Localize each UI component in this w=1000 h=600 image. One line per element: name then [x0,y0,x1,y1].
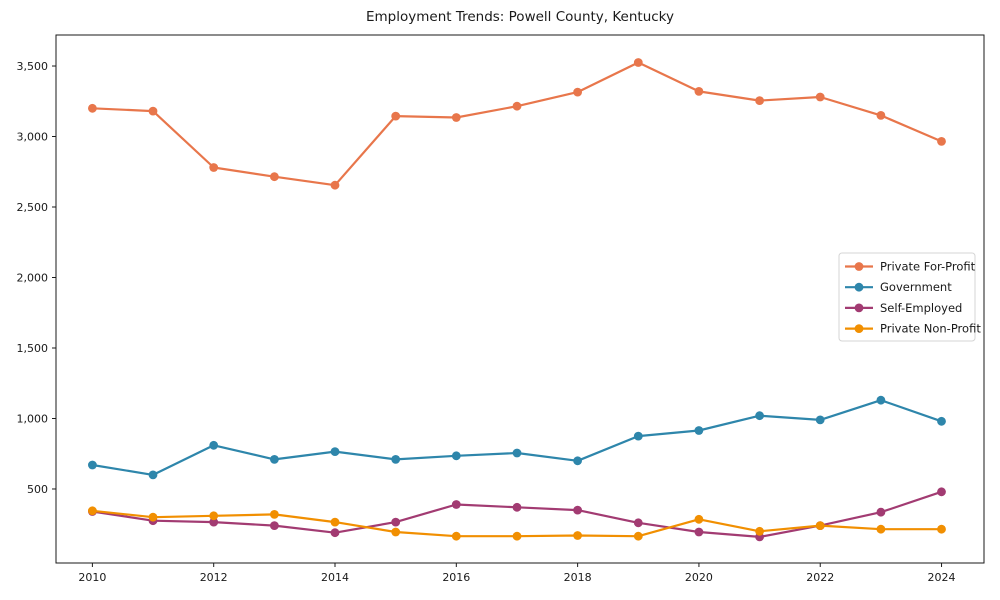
series-private-non-profit-point [330,517,340,527]
series-private-for-profit-line [92,61,942,187]
legend-label-self-employed: Self-Employed [880,301,962,315]
series-private-for-profit-point [876,111,886,120]
series-self-employed-point [391,517,401,527]
y-tick-label: 1,000 [17,412,49,425]
legend-label-private-non-profit: Private Non-Profit [880,322,981,336]
legend-box [838,252,976,342]
series-private-non-profit-point [573,531,582,540]
x-tick-label: 2014 [321,571,349,584]
series-self-employed-point [209,517,219,527]
plot-area [55,34,985,564]
series-private-for-profit-point [88,103,97,113]
series-private-for-profit-point [512,101,522,111]
y-tick-label: 2,000 [17,271,49,284]
y-tick-label: 1,500 [17,342,49,355]
series-private-for-profit-point [573,87,582,97]
series-private-for-profit-point [270,172,279,182]
x-tick-label: 2024 [928,571,956,584]
series-private-for-profit-point [694,87,704,96]
series-private-non-profit-point [148,512,158,522]
series-government-point [755,411,764,421]
series-government-point [573,456,582,466]
series-government-point [270,455,279,464]
series-private-for-profit-point [209,163,219,172]
series-private-for-profit-point [391,111,401,121]
series-private-for-profit-point [937,137,946,146]
x-tick-label: 2012 [200,571,228,584]
series-government-line [92,399,942,476]
series-private-non-profit-point [391,527,401,537]
legend-marker-government-dot [854,282,864,292]
series-private-non-profit-point [633,531,643,541]
x-tick-label: 2020 [685,571,713,584]
series-government-point [391,455,401,464]
series-private-for-profit-point [148,106,158,116]
legend-marker-self-employed-dot [854,303,864,313]
x-tick-label: 2022 [806,571,834,584]
series-private-for-profit-point [815,92,825,102]
series-private-non-profit-point [694,514,704,524]
chart-title: Employment Trends: Powell County, Kentuc… [365,9,675,25]
series-government-point [876,395,886,405]
x-tick-label: 2010 [78,571,106,584]
series-self-employed-point [694,527,704,537]
y-tick-label: 3,000 [17,130,49,143]
series-government-point [209,440,219,450]
series-self-employed-point [937,487,946,497]
series-private-non-profit-point [88,506,97,516]
series-private-non-profit-point [755,526,764,536]
series-private-non-profit-point [876,524,886,534]
legend-marker-private-non-profit-dot [854,324,864,333]
series-private-for-profit-point [330,180,340,190]
legend-label-government: Government [880,280,952,294]
series-self-employed-point [270,521,279,530]
x-tick-label: 2018 [564,571,592,584]
series-self-employed-point [330,528,340,538]
series-self-employed-point [633,518,643,528]
series-government-point [88,460,97,470]
series-government-point [148,470,158,480]
series-government-point [633,431,643,441]
y-tick-label: 500 [27,483,48,496]
series-private-non-profit-point [937,524,946,534]
series-private-non-profit-point [270,510,279,519]
series-self-employed-point [573,505,582,515]
series-private-non-profit-point [451,531,461,541]
series-government-point [937,416,946,426]
series-government-point [694,426,704,435]
series-private-for-profit-point [755,96,764,105]
y-tick-label: 2,500 [17,201,49,214]
series-government-point [451,451,461,461]
series-self-employed-line [92,490,942,539]
series-self-employed-point [876,507,886,517]
series-government-point [815,415,825,425]
legend-label-private-for-profit: Private For-Profit [880,259,976,273]
series-private-non-profit-point [512,531,522,541]
x-tick-label: 2016 [442,571,470,584]
series-private-non-profit-point [815,521,825,530]
legend: Private For-Profit Government Self-Employe… [838,252,981,342]
series-private-for-profit-point [451,113,461,122]
series-self-employed-point [451,500,461,509]
series-private-non-profit-point [209,511,219,521]
series-government-point [330,447,340,456]
series-self-employed-point [512,502,522,512]
y-tick-label: 3,500 [17,60,49,73]
series-government-point [512,448,522,458]
legend-marker-private-for-profit-dot [854,262,864,271]
series-private-for-profit-point [633,58,643,67]
